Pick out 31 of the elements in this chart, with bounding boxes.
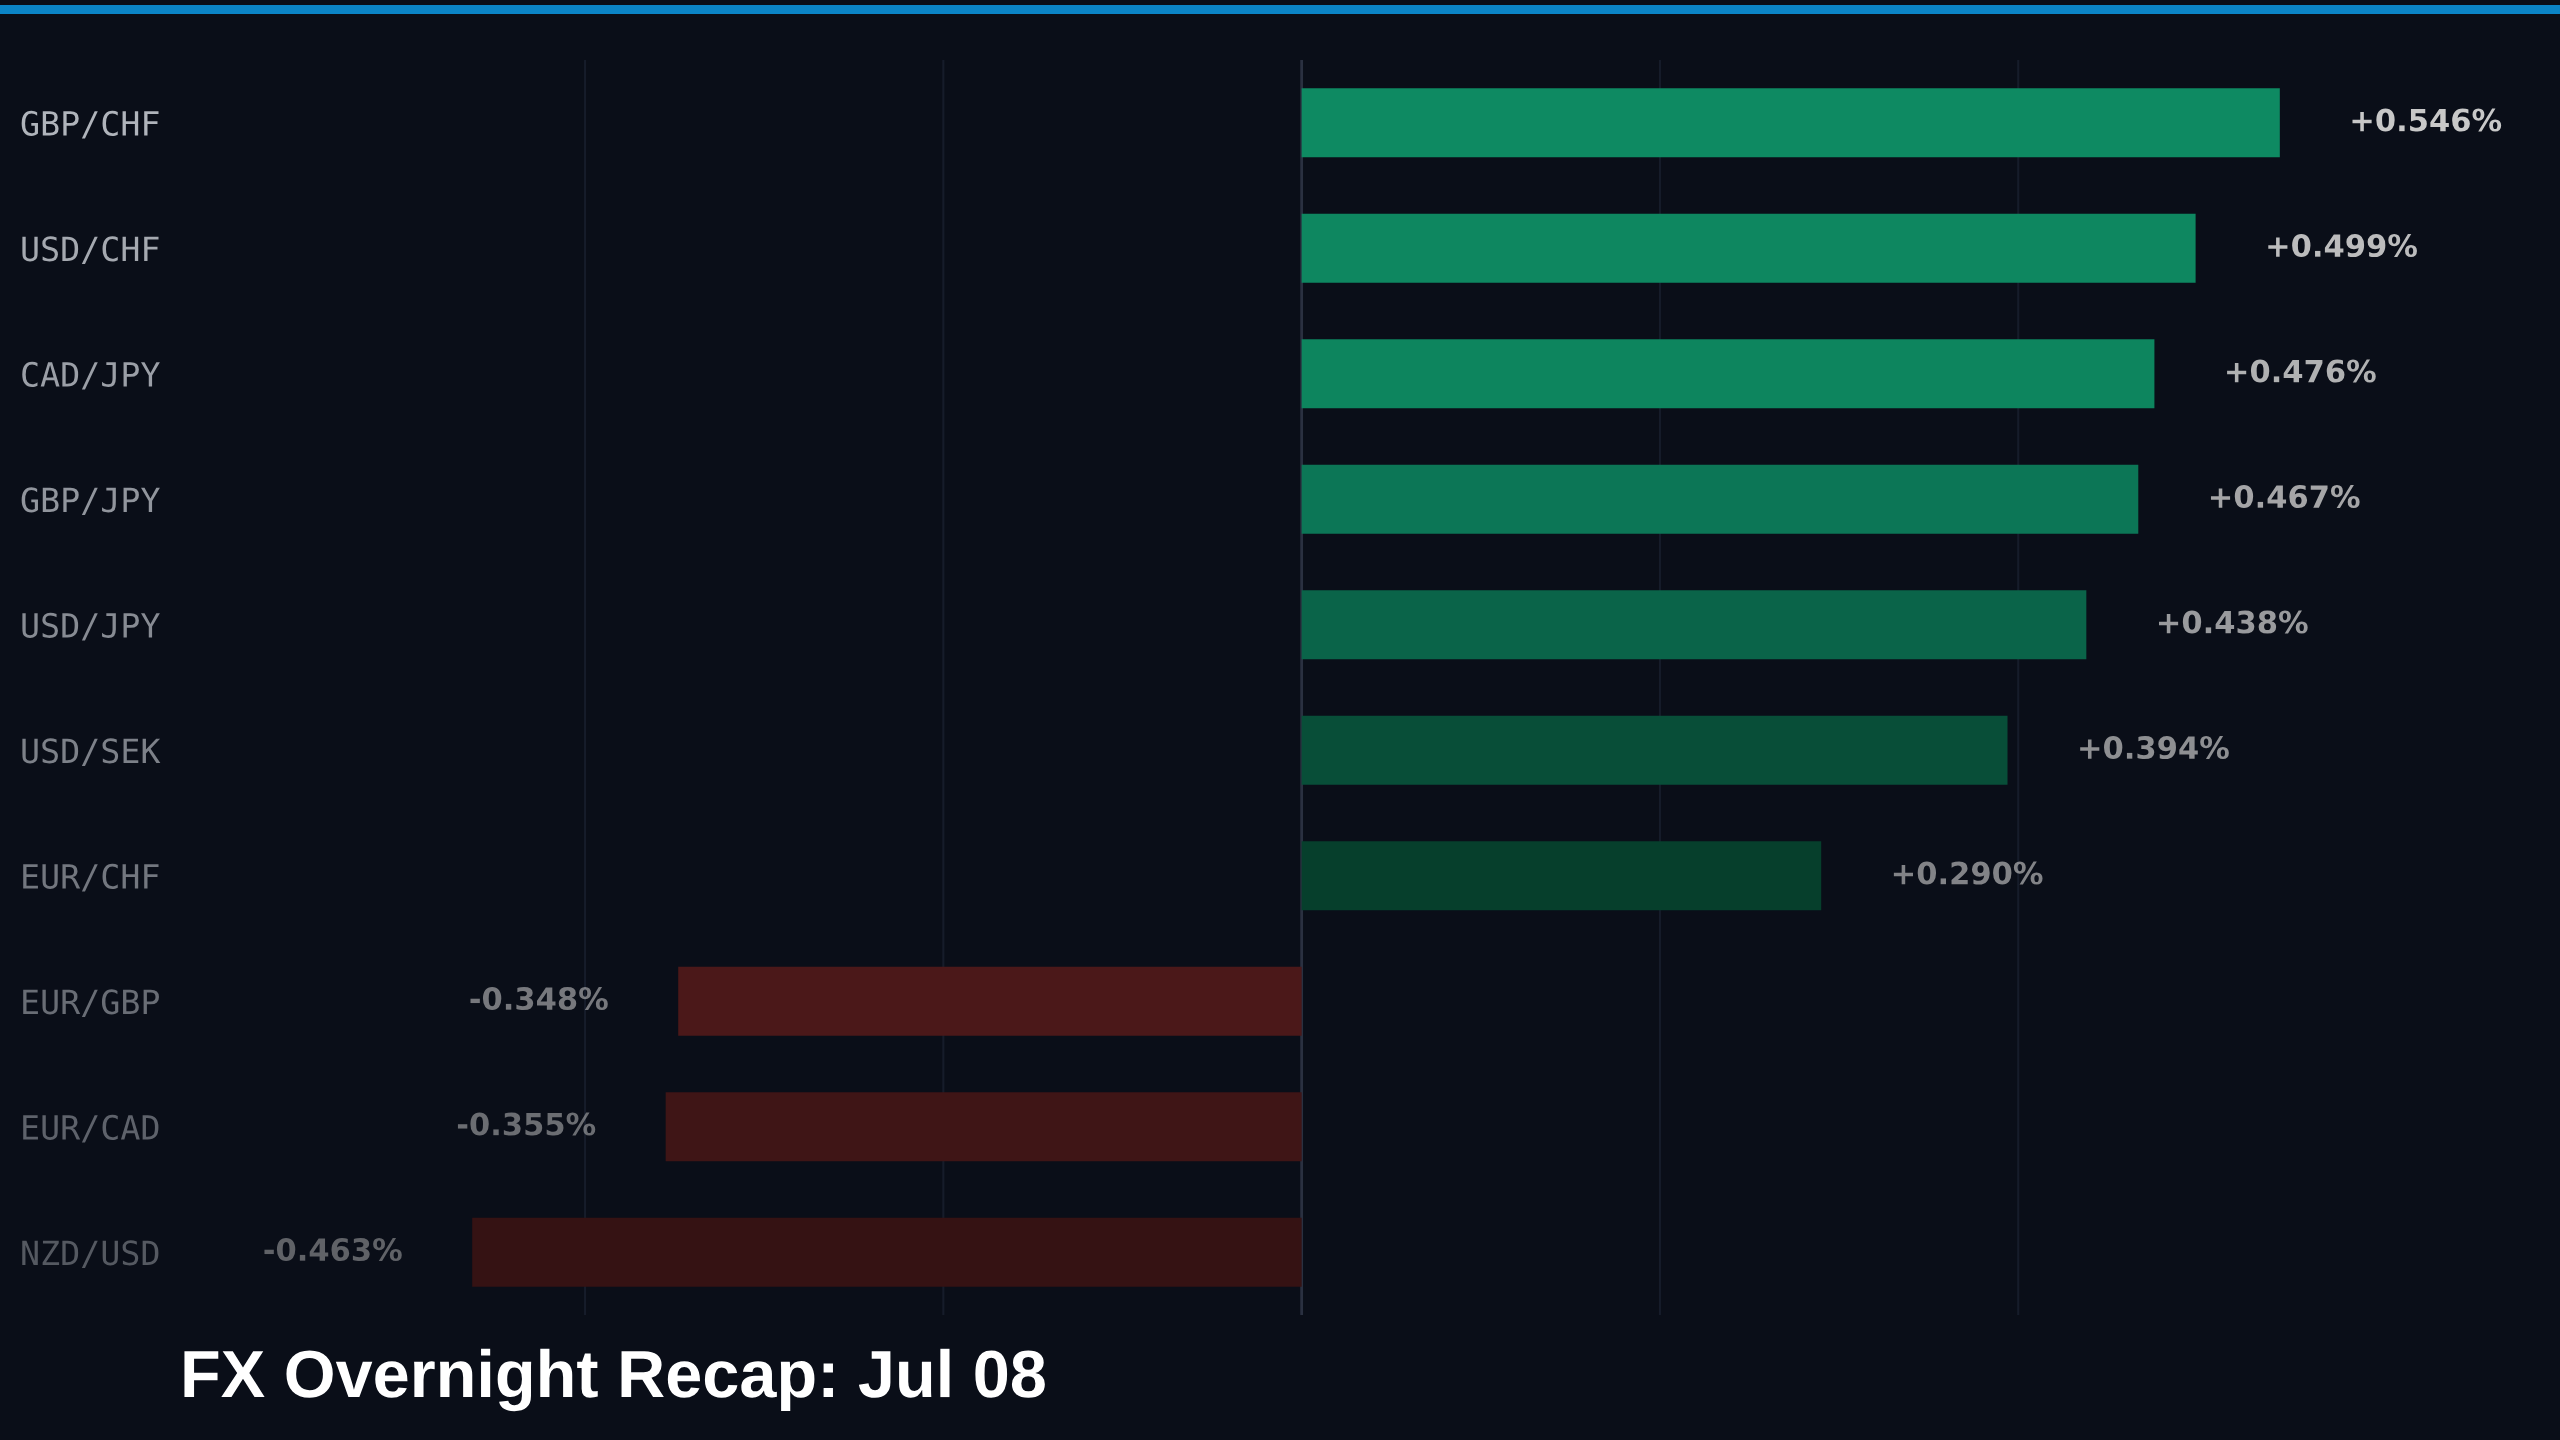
data-label: -0.348%: [470, 987, 608, 1011]
data-label: -0.463%: [264, 1238, 402, 1262]
y-tick-label: NZD/USD: [22, 1240, 159, 1269]
bar: [1301, 590, 2087, 660]
bar: [678, 966, 1302, 1036]
text: FX Overnight Recap: Jul 08: [184, 1348, 1045, 1412]
bar: [1301, 213, 2196, 283]
data-label: +0.546%: [2352, 108, 2502, 132]
y-tick-label: EUR/GBP: [23, 989, 159, 1018]
data-label: +0.290%: [1893, 861, 2043, 885]
data-label: +0.394%: [2080, 736, 2229, 760]
y-tick-label: EUR/CAD: [23, 1114, 159, 1143]
y-tick-label: EUR/CHF: [23, 863, 159, 892]
bar: [472, 1217, 1302, 1287]
bar: [1301, 339, 2155, 409]
y-tick-label: CAD/JPY: [22, 361, 160, 390]
bar: [1301, 715, 2008, 785]
data-label: +0.476%: [2227, 359, 2376, 383]
bar: [1301, 464, 2139, 534]
data-label: +0.438%: [2159, 610, 2308, 634]
data-label: +0.499%: [2268, 234, 2417, 258]
y-tick-label: USD/CHF: [22, 236, 159, 265]
bar: [1301, 841, 1822, 911]
data-label: -0.355%: [457, 1112, 596, 1136]
bar: [1301, 88, 2280, 158]
data-label: +0.467%: [2210, 485, 2360, 509]
y-tick-label: USD/JPY: [22, 612, 160, 641]
bar: [665, 1092, 1302, 1162]
y-tick-label: GBP/JPY: [21, 487, 160, 516]
y-tick-label: USD/SEK: [22, 738, 161, 767]
y-tick-label: GBP/CHF: [21, 110, 159, 139]
